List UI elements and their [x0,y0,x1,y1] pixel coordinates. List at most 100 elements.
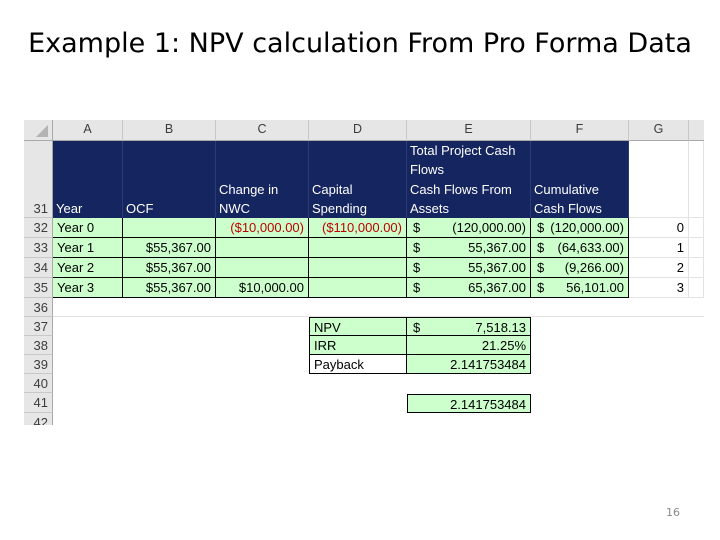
summary-label-payback[interactable]: Payback [309,355,407,374]
cell-ocf[interactable] [123,218,216,238]
spreadsheet[interactable]: A B C D E F G 31 Year OCF Change in NWC … [24,120,704,425]
select-all-triangle-icon [36,125,48,137]
cell-nwc[interactable] [216,238,309,258]
cell-cash-flow[interactable]: $ 55,367.00 [407,258,531,278]
header-cumulative-line1: Cumulative [534,182,600,197]
header-capital-line1: Capital [312,182,353,197]
row-number[interactable]: 42 [24,413,53,425]
empty-row[interactable] [53,298,704,317]
header-capital-line2: Spending [312,201,367,216]
cell-ocf[interactable]: $55,367.00 [123,238,216,258]
column-header-h[interactable] [689,120,704,141]
cell-h[interactable] [689,218,704,238]
cell-cash-flow[interactable]: $ 55,367.00 [407,238,531,258]
select-all-corner[interactable] [24,120,53,141]
column-header-b[interactable]: B [123,120,216,141]
column-header-e[interactable]: E [407,120,531,141]
cell-nwc[interactable]: $10,000.00 [216,278,309,298]
cash-flow-value: 55,367.00 [468,260,526,275]
dollar-sign: $ [413,280,421,295]
dollar-sign: $ [413,220,421,235]
header-cash-flows-line3: Cash Flows From [410,182,512,197]
page-number: 16 [666,506,680,519]
summary-label-npv[interactable]: NPV [309,317,407,336]
row-number[interactable]: 33 [24,238,53,258]
row-number[interactable]: 41 [24,393,53,413]
header-capital-spending: Capital Spending [309,141,407,218]
dollar-sign: $ [537,280,545,295]
row-number[interactable]: 35 [24,278,53,298]
header-cumulative-line2: Cash Flows [534,201,602,216]
cash-flow-value: (120,000.00) [452,220,526,235]
header-nwc-line2: NWC [219,201,251,216]
dollar-sign: $ [537,220,545,235]
column-header-c[interactable]: C [216,120,309,141]
column-header-f[interactable]: F [531,120,629,141]
cell-g[interactable]: 0 [629,218,689,238]
cell-h[interactable] [689,258,704,278]
cell-cumulative[interactable]: $ (64,633.00) [531,238,629,258]
cell-year[interactable]: Year 0 [53,218,123,238]
cell-cumulative[interactable]: $ 56,101.00 [531,278,629,298]
column-header-d[interactable]: D [309,120,407,141]
row-number[interactable]: 34 [24,258,53,278]
row-number[interactable]: 31 [24,141,53,218]
summary-label-irr[interactable]: IRR [309,336,407,355]
cell-capital[interactable]: ($110,000.00) [309,218,407,238]
cell-cumulative[interactable]: $ (120,000.00) [531,218,629,238]
cell-h31[interactable] [689,141,704,218]
row-number[interactable]: 32 [24,218,53,238]
cell-h[interactable] [689,278,704,298]
slide-title: Example 1: NPV calculation From Pro Form… [28,28,692,59]
cell-nwc[interactable] [216,258,309,278]
cell-g[interactable]: 2 [629,258,689,278]
header-cash-flows-line1: Total Project Cash [410,143,516,158]
npv-value: 7,518.13 [475,320,526,335]
header-year: Year [53,141,123,218]
cell-capital[interactable] [309,238,407,258]
cell-g[interactable]: 3 [629,278,689,298]
cell-capital[interactable] [309,278,407,298]
dollar-sign: $ [537,260,545,275]
cash-flow-value: 65,367.00 [468,280,526,295]
cumulative-value: (9,266.00) [564,260,624,275]
row-number[interactable]: 36 [24,298,53,317]
cell-year[interactable]: Year 1 [53,238,123,258]
dollar-sign: $ [413,240,421,255]
cell-cumulative[interactable]: $ (9,266.00) [531,258,629,278]
cell-cash-flow[interactable]: $ 65,367.00 [407,278,531,298]
row-number[interactable]: 40 [24,374,53,393]
cell-g31[interactable] [629,141,689,218]
dollar-sign: $ [413,320,421,335]
column-header-g[interactable]: G [629,120,689,141]
summary-value-npv[interactable]: $ 7,518.13 [407,317,531,336]
cumulative-value: (64,633.00) [557,240,625,255]
summary-value-irr[interactable]: 21.25% [407,336,531,355]
cell-ocf[interactable]: $55,367.00 [123,258,216,278]
summary-value-payback[interactable]: 2.141753484 [407,355,531,374]
cell-e41[interactable]: 2.141753484 [407,394,531,413]
row-number[interactable]: 39 [24,355,53,374]
header-cash-flows: Total Project Cash Flows Cash Flows From… [407,141,531,218]
cell-ocf[interactable]: $55,367.00 [123,278,216,298]
header-ocf-text: OCF [126,201,154,216]
cell-year[interactable]: Year 2 [53,258,123,278]
cell-g[interactable]: 1 [629,238,689,258]
header-year-text: Year [56,201,83,216]
cell-cash-flow[interactable]: $ (120,000.00) [407,218,531,238]
cumulative-value: 56,101.00 [566,280,624,295]
row-number[interactable]: 37 [24,317,53,336]
cell-nwc[interactable]: ($10,000.00) [216,218,309,238]
cell-year[interactable]: Year 3 [53,278,123,298]
header-cumulative: Cumulative Cash Flows [531,141,629,218]
dollar-sign: $ [413,260,421,275]
dollar-sign: $ [537,240,545,255]
header-ocf: OCF [123,141,216,218]
column-header-a[interactable]: A [53,120,123,141]
cash-flow-value: 55,367.00 [468,240,526,255]
cell-capital[interactable] [309,258,407,278]
header-cash-flows-line2: Flows [410,162,444,177]
cell-h[interactable] [689,238,704,258]
row-number[interactable]: 38 [24,336,53,355]
cumulative-value: (120,000.00) [550,220,624,235]
